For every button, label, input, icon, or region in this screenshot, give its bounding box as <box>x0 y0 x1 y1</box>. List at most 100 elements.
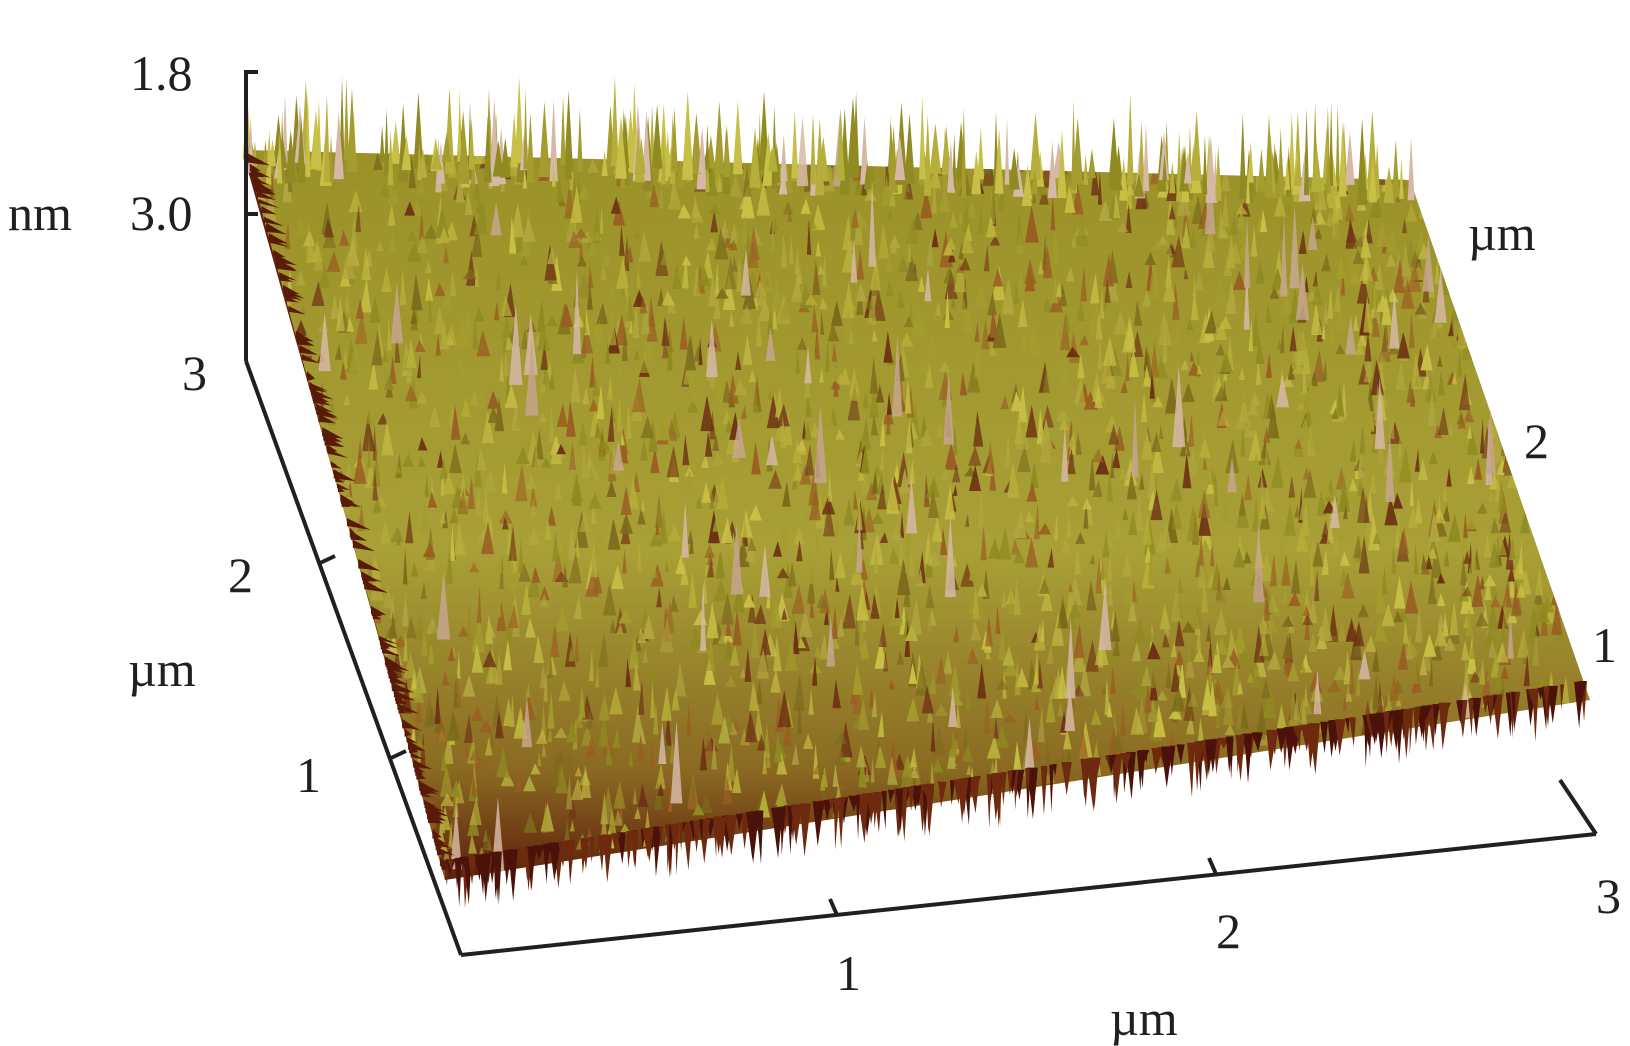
surface-grain <box>1311 282 1324 306</box>
surface-peak <box>1227 457 1237 493</box>
surface-grain <box>661 685 672 721</box>
ridge-peak <box>772 141 781 183</box>
surface-grain <box>692 265 701 297</box>
surface-grain <box>1302 386 1317 413</box>
surface-grain <box>1039 186 1049 205</box>
surface-grain <box>1151 440 1164 474</box>
surface-grain <box>637 783 648 807</box>
surface-grain <box>1118 468 1129 480</box>
surface-grain <box>594 421 602 439</box>
front-edge-spike <box>1487 695 1494 726</box>
surface-grain <box>1174 317 1181 343</box>
surface-grain <box>1356 272 1370 304</box>
surface-grain <box>1238 492 1246 516</box>
surface-grain <box>722 273 736 310</box>
ridge-peak <box>1399 157 1404 199</box>
surface-grain <box>878 623 887 648</box>
surface-grain <box>713 577 728 602</box>
front-edge-spike <box>862 793 872 809</box>
surface-grain <box>904 624 919 641</box>
surface-grain <box>926 235 934 266</box>
surface-grain <box>1247 671 1255 683</box>
surface-grain <box>740 182 755 219</box>
surface-grain <box>582 386 590 405</box>
surface-peak <box>1295 263 1310 320</box>
surface-grain <box>780 512 788 551</box>
surface-grain <box>1327 324 1335 344</box>
surface-grain <box>1192 273 1197 297</box>
surface-peak <box>1131 399 1139 477</box>
ridge-peak <box>379 125 385 162</box>
surface-grain <box>1264 436 1269 472</box>
surface-grain <box>1460 554 1468 586</box>
surface-grain <box>1442 611 1449 637</box>
ridge-peak <box>418 148 428 178</box>
surface-grain <box>1032 190 1037 204</box>
front-edge-spike <box>1000 772 1007 806</box>
front-edge-spike <box>1376 712 1387 759</box>
surface-grain <box>588 398 600 412</box>
surface-peak <box>1385 430 1395 503</box>
front-edge-spike <box>857 794 869 844</box>
surface-grain <box>632 662 641 691</box>
surface-grain <box>1360 230 1372 258</box>
surface-grain <box>1063 314 1072 333</box>
front-edge-spike <box>953 779 961 805</box>
surface-grain <box>515 463 528 502</box>
surface-grain <box>809 595 815 619</box>
surface-grain <box>1208 680 1217 717</box>
ridge-peak <box>492 140 504 177</box>
surface-grain <box>1204 310 1218 334</box>
surface-grain <box>687 780 698 810</box>
surface-grain <box>439 802 446 834</box>
surface-grain <box>1464 656 1470 684</box>
surface-grain <box>1065 160 1072 178</box>
surface-grain <box>720 591 734 625</box>
surface-grain <box>372 466 378 501</box>
surface-grain <box>1452 283 1461 321</box>
surface-grain <box>339 361 347 380</box>
surface-grain <box>1280 323 1285 354</box>
surface-grain <box>508 524 518 561</box>
surface-grain <box>600 265 607 281</box>
surface-grain <box>405 384 418 402</box>
surface-grain <box>1017 298 1028 328</box>
surface-grain <box>998 625 1007 661</box>
surface-grain <box>1161 331 1168 363</box>
surface-grain <box>735 351 742 370</box>
ridge-peak <box>305 91 311 177</box>
surface-grain <box>671 687 680 711</box>
surface-grain <box>927 610 932 632</box>
surface-grain <box>732 609 742 646</box>
ridge-peak <box>1191 110 1202 181</box>
surface-grain <box>380 181 390 197</box>
surface-grain <box>885 279 895 297</box>
surface-grain <box>509 692 515 727</box>
front-edge-spike <box>1543 686 1550 718</box>
surface-grain <box>727 373 739 404</box>
surface-grain <box>812 654 818 686</box>
surface-grain <box>1134 299 1143 326</box>
surface-grain <box>1248 318 1254 352</box>
surface-grain <box>1259 630 1269 656</box>
surface-grain <box>814 645 822 658</box>
surface-grain <box>439 765 454 797</box>
surface-grain <box>376 239 385 252</box>
ridge-peak <box>1087 148 1096 179</box>
ridge-peak <box>1047 141 1057 199</box>
surface-grain <box>1162 632 1170 648</box>
surface-grain <box>751 441 761 475</box>
surface-grain <box>1437 354 1443 367</box>
surface-grain <box>1369 457 1382 476</box>
ridge-peak <box>1368 154 1377 203</box>
surface-grain <box>468 833 477 854</box>
surface-grain <box>578 183 590 200</box>
ridge-peak <box>815 118 825 196</box>
surface-grain <box>875 736 881 748</box>
surface-grain <box>1061 347 1070 383</box>
ridge-peak <box>1126 94 1134 185</box>
surface-grain <box>878 222 889 259</box>
surface-grain <box>827 322 840 342</box>
surface-grain <box>641 613 655 639</box>
surface-grain <box>960 563 974 587</box>
